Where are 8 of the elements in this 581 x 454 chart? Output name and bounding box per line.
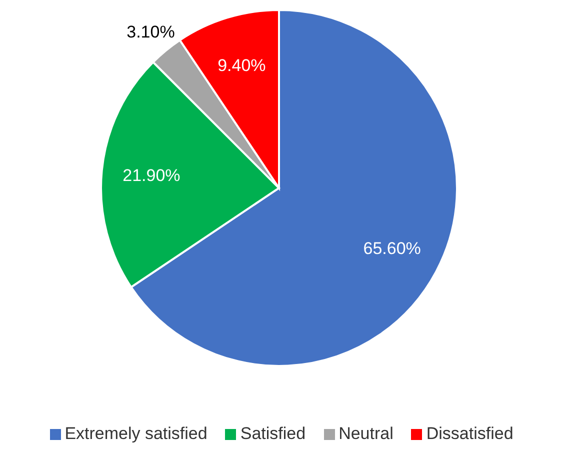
legend-label: Extremely satisfied <box>64 424 208 443</box>
data-label: 3.10% <box>126 22 175 42</box>
legend-label: Neutral <box>338 424 394 443</box>
legend-label: Satisfied <box>240 424 306 443</box>
data-label: 9.40% <box>218 56 266 75</box>
data-label: 21.90% <box>122 166 180 186</box>
legend-label: Dissatisfied <box>426 424 514 443</box>
data-label: 65.60% <box>363 238 421 258</box>
